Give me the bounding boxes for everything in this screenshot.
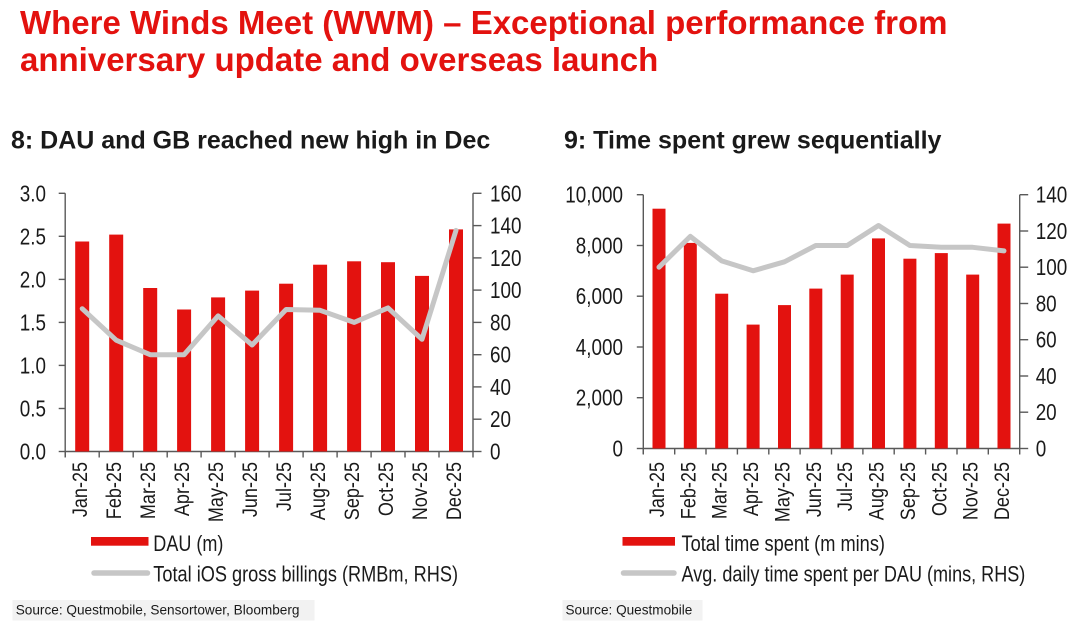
svg-text:Aug-25: Aug-25 (866, 462, 889, 520)
svg-text:Oct-25: Oct-25 (375, 462, 398, 516)
svg-text:60: 60 (490, 342, 511, 368)
svg-text:Dec-25: Dec-25 (991, 462, 1014, 520)
svg-text:100: 100 (1036, 254, 1068, 280)
svg-text:Source: Questmobile: Source: Questmobile (566, 602, 693, 618)
svg-text:2.0: 2.0 (20, 266, 46, 292)
svg-text:3.0: 3.0 (20, 180, 46, 206)
svg-text:Aug-25: Aug-25 (307, 462, 330, 520)
svg-text:Source: Questmobile, Sensortow: Source: Questmobile, Sensortower, Bloomb… (16, 602, 300, 618)
svg-text:40: 40 (490, 374, 511, 400)
svg-text:0: 0 (1036, 436, 1047, 462)
svg-text:120: 120 (490, 245, 522, 271)
svg-text:1.0: 1.0 (20, 352, 46, 378)
svg-text:Total iOS gross billings (RMBm: Total iOS gross billings (RMBm, RHS) (153, 562, 458, 587)
svg-text:Apr-25: Apr-25 (171, 462, 194, 516)
svg-text:140: 140 (490, 213, 522, 239)
svg-text:Mar-25: Mar-25 (137, 462, 160, 519)
svg-text:Jun-25: Jun-25 (803, 462, 826, 517)
svg-text:Dec-25: Dec-25 (443, 462, 466, 520)
svg-text:Jul-25: Jul-25 (834, 462, 857, 511)
svg-text:Total time spent (m mins): Total time spent (m mins) (682, 531, 886, 556)
svg-text:140: 140 (1036, 182, 1068, 208)
svg-text:May-25: May-25 (771, 462, 794, 522)
svg-text:Jul-25: Jul-25 (273, 462, 296, 511)
svg-text:40: 40 (1036, 363, 1057, 389)
svg-text:8,000: 8,000 (576, 232, 623, 258)
svg-text:May-25: May-25 (205, 462, 228, 522)
svg-text:2,000: 2,000 (576, 385, 623, 411)
svg-text:Jan-25: Jan-25 (646, 462, 669, 517)
svg-text:Sep-25: Sep-25 (897, 462, 920, 520)
svg-text:120: 120 (1036, 218, 1068, 244)
svg-text:Nov-25: Nov-25 (409, 462, 432, 520)
svg-text:0: 0 (490, 439, 501, 465)
svg-text:160: 160 (490, 180, 522, 206)
svg-text:80: 80 (490, 309, 511, 335)
svg-text:2.5: 2.5 (20, 223, 46, 249)
svg-text:9: Time spent grew sequentiall: 9: Time spent grew sequentially (564, 127, 942, 155)
svg-text:Nov-25: Nov-25 (960, 462, 983, 520)
svg-text:6,000: 6,000 (576, 283, 623, 309)
svg-text:anniversary update and oversea: anniversary update and overseas launch (20, 41, 658, 78)
svg-text:0.0: 0.0 (20, 439, 46, 465)
svg-text:20: 20 (490, 406, 511, 432)
svg-text:Where Winds Meet (WWM) – Excep: Where Winds Meet (WWM) – Exceptional per… (20, 4, 947, 41)
svg-text:8: DAU and GB reached new high: 8: DAU and GB reached new high in Dec (11, 127, 490, 155)
svg-text:Avg. daily time spent per DAU: Avg. daily time spent per DAU (mins, RHS… (682, 562, 1026, 587)
svg-text:0.5: 0.5 (20, 395, 46, 421)
svg-text:Jun-25: Jun-25 (239, 462, 262, 517)
svg-text:Mar-25: Mar-25 (709, 462, 732, 519)
svg-text:0: 0 (613, 436, 624, 462)
svg-text:Oct-25: Oct-25 (928, 462, 951, 516)
svg-text:1.5: 1.5 (20, 309, 46, 335)
svg-text:100: 100 (490, 277, 522, 303)
svg-text:20: 20 (1036, 399, 1057, 425)
svg-text:60: 60 (1036, 327, 1057, 353)
svg-text:Jan-25: Jan-25 (69, 462, 92, 517)
svg-text:Apr-25: Apr-25 (740, 462, 763, 516)
svg-text:80: 80 (1036, 290, 1057, 316)
svg-text:DAU (m): DAU (m) (153, 531, 223, 556)
svg-text:10,000: 10,000 (565, 182, 623, 208)
svg-text:Feb-25: Feb-25 (677, 462, 700, 519)
svg-text:Sep-25: Sep-25 (341, 462, 364, 520)
svg-text:4,000: 4,000 (576, 334, 623, 360)
svg-text:Feb-25: Feb-25 (103, 462, 126, 519)
